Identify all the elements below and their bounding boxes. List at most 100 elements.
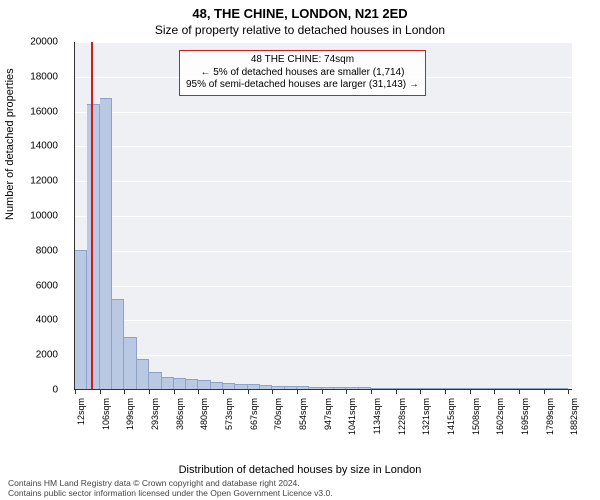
xtick-mark bbox=[519, 389, 520, 394]
xtick-label: 1041sqm bbox=[347, 398, 357, 448]
gridline bbox=[75, 181, 572, 182]
ytick-label: 0 bbox=[8, 385, 58, 396]
ytick-label: 10000 bbox=[8, 211, 58, 222]
histogram-bar bbox=[494, 388, 506, 389]
xtick-label: 12sqm bbox=[76, 398, 86, 448]
xtick-mark bbox=[371, 389, 372, 394]
xtick-mark bbox=[297, 389, 298, 394]
xtick-mark bbox=[346, 389, 347, 394]
xtick-mark bbox=[322, 389, 323, 394]
histogram-bar bbox=[297, 386, 309, 389]
xtick-label: 947sqm bbox=[323, 398, 333, 448]
histogram-bar bbox=[346, 387, 358, 389]
footer: Contains HM Land Registry data © Crown c… bbox=[8, 478, 592, 498]
histogram-bar bbox=[556, 388, 568, 389]
histogram-bar bbox=[235, 384, 247, 389]
gridline bbox=[75, 42, 572, 43]
gridline bbox=[75, 251, 572, 252]
histogram-bar bbox=[420, 388, 432, 389]
xtick-label: 199sqm bbox=[125, 398, 135, 448]
xtick-label: 1508sqm bbox=[471, 398, 481, 448]
histogram-bar bbox=[75, 250, 87, 389]
ytick-label: 18000 bbox=[8, 71, 58, 82]
histogram-bar bbox=[285, 386, 297, 389]
plot-area: 48 THE CHINE: 74sqm ← 5% of detached hou… bbox=[74, 42, 572, 390]
xtick-label: 1789sqm bbox=[545, 398, 555, 448]
histogram-bar bbox=[359, 387, 371, 389]
xtick-label: 760sqm bbox=[273, 398, 283, 448]
xtick-mark bbox=[124, 389, 125, 394]
xtick-label: 1602sqm bbox=[495, 398, 505, 448]
xtick-label: 573sqm bbox=[224, 398, 234, 448]
xtick-mark bbox=[420, 389, 421, 394]
histogram-bar bbox=[309, 387, 321, 389]
ytick-label: 20000 bbox=[8, 37, 58, 48]
xtick-mark bbox=[174, 389, 175, 394]
histogram-bar bbox=[396, 388, 408, 389]
histogram-bar bbox=[531, 388, 543, 389]
footer-line2: Contains public sector information licen… bbox=[8, 488, 592, 498]
page-title-line1: 48, THE CHINE, LONDON, N21 2ED bbox=[0, 0, 600, 21]
histogram-bar bbox=[272, 386, 284, 389]
property-marker-line bbox=[91, 42, 93, 389]
xtick-label: 1228sqm bbox=[397, 398, 407, 448]
xtick-label: 1321sqm bbox=[421, 398, 431, 448]
histogram-bar bbox=[162, 377, 174, 389]
xtick-mark bbox=[272, 389, 273, 394]
annotation-line3: 95% of semi-detached houses are larger (… bbox=[186, 79, 419, 92]
xtick-mark bbox=[445, 389, 446, 394]
xtick-label: 1415sqm bbox=[446, 398, 456, 448]
histogram-bar bbox=[260, 385, 272, 389]
chart-container: 48 THE CHINE: 74sqm ← 5% of detached hou… bbox=[62, 42, 572, 420]
xtick-mark bbox=[544, 389, 545, 394]
gridline bbox=[75, 146, 572, 147]
histogram-bar bbox=[457, 388, 469, 389]
page-title-line2: Size of property relative to detached ho… bbox=[0, 21, 600, 37]
histogram-bar bbox=[470, 388, 482, 389]
xtick-mark bbox=[198, 389, 199, 394]
ytick-label: 2000 bbox=[8, 350, 58, 361]
histogram-bar bbox=[519, 388, 531, 389]
histogram-bar bbox=[198, 380, 210, 389]
xtick-mark bbox=[396, 389, 397, 394]
xtick-mark bbox=[149, 389, 150, 394]
gridline bbox=[75, 112, 572, 113]
xtick-label: 1134sqm bbox=[372, 398, 382, 448]
histogram-bar bbox=[408, 388, 420, 389]
histogram-bar bbox=[211, 382, 223, 389]
xtick-label: 854sqm bbox=[298, 398, 308, 448]
histogram-bar bbox=[137, 359, 149, 389]
histogram-bar bbox=[186, 379, 198, 389]
xtick-label: 480sqm bbox=[199, 398, 209, 448]
annotation-box: 48 THE CHINE: 74sqm ← 5% of detached hou… bbox=[179, 50, 426, 96]
xtick-mark bbox=[100, 389, 101, 394]
histogram-bar bbox=[248, 384, 260, 389]
ytick-label: 14000 bbox=[8, 141, 58, 152]
footer-line1: Contains HM Land Registry data © Crown c… bbox=[8, 478, 592, 488]
histogram-bar bbox=[87, 104, 99, 389]
gridline bbox=[75, 320, 572, 321]
histogram-bar bbox=[174, 378, 186, 389]
gridline bbox=[75, 286, 572, 287]
xtick-label: 1882sqm bbox=[569, 398, 579, 448]
histogram-bar bbox=[507, 388, 519, 389]
histogram-bar bbox=[334, 387, 346, 389]
ytick-label: 8000 bbox=[8, 245, 58, 256]
xtick-mark bbox=[75, 389, 76, 394]
histogram-bar bbox=[322, 387, 334, 389]
ytick-label: 16000 bbox=[8, 106, 58, 117]
ytick-label: 12000 bbox=[8, 176, 58, 187]
xtick-label: 667sqm bbox=[249, 398, 259, 448]
histogram-bar bbox=[482, 388, 494, 389]
histogram-bar bbox=[223, 383, 235, 389]
xtick-mark bbox=[568, 389, 569, 394]
xtick-label: 106sqm bbox=[101, 398, 111, 448]
histogram-bar bbox=[124, 337, 136, 389]
xtick-mark bbox=[248, 389, 249, 394]
annotation-line2: ← 5% of detached houses are smaller (1,7… bbox=[186, 67, 419, 80]
histogram-bar bbox=[433, 388, 445, 389]
histogram-bar bbox=[445, 388, 457, 389]
histogram-bar bbox=[383, 388, 395, 389]
histogram-bar bbox=[371, 388, 383, 389]
annotation-line1: 48 THE CHINE: 74sqm bbox=[186, 54, 419, 67]
